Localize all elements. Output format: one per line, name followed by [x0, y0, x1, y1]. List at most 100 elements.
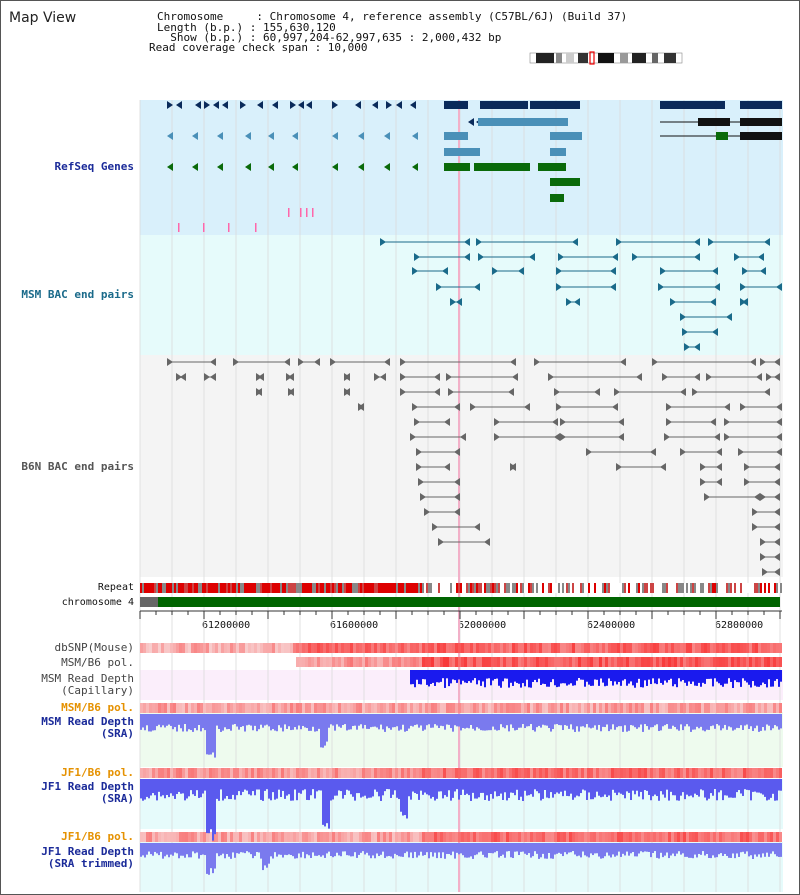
b6n-bac-pair-end [662, 373, 668, 381]
dbsnp-track-label[interactable]: dbSNP(Mouse) [54, 641, 134, 654]
depth-bar [718, 779, 720, 793]
heat-cell [299, 768, 302, 778]
chromosome-bar[interactable] [140, 597, 780, 607]
heat-cell [608, 703, 611, 713]
depth-bar [562, 843, 564, 857]
depth-bar [726, 714, 728, 730]
msm-bac-pairs[interactable] [380, 238, 782, 351]
msm-bac-track-label[interactable]: MSM BAC end pairs [21, 288, 134, 301]
repeat-segment [186, 583, 188, 593]
b6n-bac-pair-end [444, 418, 450, 426]
depth-bar [344, 843, 346, 852]
repeat-segment [706, 583, 708, 593]
msm-pol-track-label[interactable]: MSM/B6 pol. [61, 656, 134, 669]
depth-bar [520, 779, 522, 797]
depth-bar [382, 843, 384, 852]
heat-cell [392, 657, 395, 667]
repeat-segment [694, 583, 696, 593]
heat-cell [650, 657, 653, 667]
heat-cell [443, 703, 446, 713]
msm-cap-depth-label[interactable]: MSM Read Depth [41, 672, 134, 685]
depth-bar [602, 670, 604, 683]
heat-cell [398, 643, 401, 653]
heat-cell [335, 657, 338, 667]
depth-bar [680, 779, 682, 796]
refseq-genes[interactable] [167, 101, 782, 232]
b6n-bac-pair-end [724, 403, 730, 411]
b6n-bac-pair-end [400, 388, 406, 396]
depth-bar [222, 779, 224, 801]
b6n-bac-pair-end [660, 463, 666, 471]
read-depth-histograms[interactable] [140, 670, 782, 875]
jf1-trim-depth-label[interactable]: JF1 Read Depth [41, 845, 134, 858]
heat-cell [428, 657, 431, 667]
refseq-track-label[interactable]: RefSeq Genes [54, 160, 134, 173]
depth-bar [306, 843, 308, 855]
repeat-segment [220, 583, 222, 593]
depth-bar [442, 843, 444, 853]
depth-bar [216, 714, 218, 726]
repeat-segment [524, 583, 526, 593]
chromosome-ideogram[interactable] [529, 51, 683, 65]
heat-cell [740, 768, 743, 778]
repeat-segment [742, 583, 744, 593]
repeat-segment [150, 583, 152, 593]
heat-cell [362, 643, 365, 653]
heat-cell [353, 703, 356, 713]
repeat-segment [732, 583, 734, 593]
jf1-pol2-track-label[interactable]: JF1/B6 pol. [61, 830, 134, 843]
jf1-sra-depth-label[interactable]: JF1 Read Depth [41, 780, 134, 793]
heat-cell [527, 643, 530, 653]
msm-pol2-track-label[interactable]: MSM/B6 pol. [61, 701, 134, 714]
depth-bar [640, 843, 642, 852]
repeat-track[interactable] [140, 583, 782, 593]
repeat-segment [690, 583, 692, 593]
depth-bar [224, 843, 226, 859]
b6n-bac-pair-end [744, 463, 750, 471]
heat-cell [458, 703, 461, 713]
depth-bar [416, 670, 418, 680]
depth-bar [596, 670, 598, 680]
depth-bar [318, 714, 320, 729]
depth-bar [358, 714, 360, 726]
depth-bar [164, 714, 166, 728]
depth-bar [510, 714, 512, 725]
depth-bar [776, 714, 778, 727]
depth-bar [676, 779, 678, 801]
depth-bar [282, 843, 284, 858]
repeat-segment [284, 583, 286, 593]
depth-bar [226, 714, 228, 730]
heat-cell [203, 643, 206, 653]
msm-sra-depth-label[interactable]: MSM Read Depth [41, 715, 134, 728]
repeat-segment [736, 583, 738, 593]
heat-cell [605, 643, 608, 653]
heat-cell [566, 643, 569, 653]
depth-bar [612, 779, 614, 790]
gene-arrow [468, 118, 474, 126]
depth-bar [724, 843, 726, 854]
repeat-segment [156, 583, 158, 593]
repeat-segment [214, 583, 216, 593]
heat-cell [581, 643, 584, 653]
depth-bar [720, 670, 722, 686]
gene-arrow [204, 101, 210, 109]
heat-cell [725, 657, 728, 667]
b6n-bac-pair-end [554, 433, 560, 441]
depth-bar [292, 779, 294, 801]
heat-cell [374, 657, 377, 667]
jf1-pol-track-label[interactable]: JF1/B6 pol. [61, 766, 134, 779]
heat-cell [626, 703, 629, 713]
depth-bar [742, 714, 744, 731]
depth-bar [396, 779, 398, 798]
heat-cell [620, 657, 623, 667]
b6n-bac-track-label[interactable]: B6N BAC end pairs [21, 460, 134, 473]
b6n-bac-pairs[interactable] [167, 358, 782, 576]
polymorphism-heat-strips[interactable] [140, 643, 782, 842]
heat-cell [764, 768, 767, 778]
depth-bar [630, 670, 632, 682]
depth-bar [364, 714, 366, 725]
depth-bar [774, 670, 776, 681]
heat-cell [659, 657, 662, 667]
heat-cell [509, 703, 512, 713]
